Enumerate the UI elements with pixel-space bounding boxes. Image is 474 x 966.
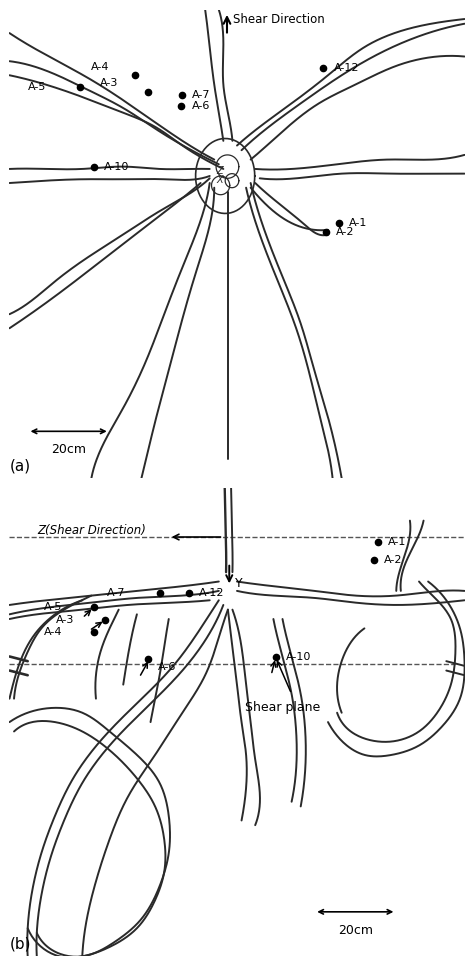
Text: A-10: A-10 xyxy=(286,652,311,663)
Text: A-3: A-3 xyxy=(100,78,118,88)
Text: A-1: A-1 xyxy=(349,217,368,228)
Text: (a): (a) xyxy=(9,459,31,473)
Text: A-12: A-12 xyxy=(199,588,225,598)
Text: A-5: A-5 xyxy=(27,82,46,92)
Text: A-4: A-4 xyxy=(44,627,63,638)
Text: A-10: A-10 xyxy=(104,161,129,172)
Text: X: X xyxy=(217,175,223,185)
Text: A-6: A-6 xyxy=(158,663,177,672)
Text: A-3: A-3 xyxy=(56,615,74,625)
Text: A-2: A-2 xyxy=(383,555,402,565)
Text: A-12: A-12 xyxy=(334,63,359,73)
Text: Y: Y xyxy=(235,577,243,590)
Text: Shear plane: Shear plane xyxy=(245,701,320,714)
Text: A-7: A-7 xyxy=(107,588,126,598)
Text: 20cm: 20cm xyxy=(338,923,373,937)
Text: A-4: A-4 xyxy=(91,62,109,71)
Text: Z: Z xyxy=(217,166,223,177)
Text: (b): (b) xyxy=(9,937,31,952)
Text: 20cm: 20cm xyxy=(51,443,86,456)
Text: A-1: A-1 xyxy=(388,537,406,547)
Text: A-5: A-5 xyxy=(45,602,63,612)
Text: Z(Shear Direction): Z(Shear Direction) xyxy=(37,525,146,537)
Text: A-7: A-7 xyxy=(192,90,211,99)
Text: A-2: A-2 xyxy=(336,227,354,238)
Text: A-6: A-6 xyxy=(191,100,210,111)
Text: Shear Direction: Shear Direction xyxy=(233,14,325,26)
